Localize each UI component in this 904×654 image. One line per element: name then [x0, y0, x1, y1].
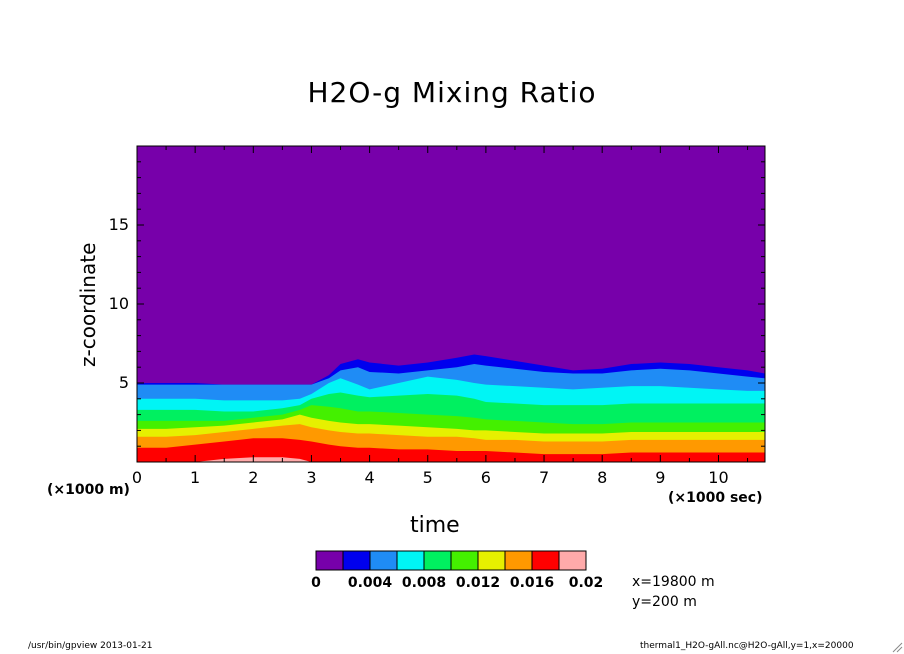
band-9 [137, 457, 765, 462]
chart-title: H2O-g Mixing Ratio [307, 76, 597, 109]
x-tick-label: 3 [306, 468, 317, 487]
colorbar-swatch [558, 550, 587, 571]
x-tick-label: 8 [597, 468, 608, 487]
y-tick-label: 5 [118, 373, 129, 392]
colorbar-tick-label: 0.016 [509, 575, 555, 591]
x-axis-label: time [410, 513, 460, 538]
x-tick-label: 6 [480, 468, 491, 487]
x-tick-label: 2 [248, 468, 259, 487]
x-tick-label: 10 [708, 468, 729, 487]
x-tick-label: 4 [364, 468, 375, 487]
colorbar-tick-label: 0.02 [568, 575, 604, 591]
footer-right: thermal1_H2O-gAll.nc@H2O-gAll,y=1,x=2000… [640, 641, 854, 651]
x-tick-label: 9 [655, 468, 666, 487]
colorbar-swatch [531, 550, 560, 571]
band-8 [137, 438, 765, 462]
y-tick-label: 10 [108, 294, 129, 313]
x-tick-label: 5 [422, 468, 433, 487]
colorbar-tick-label: 0.008 [401, 575, 447, 591]
colorbar-swatch [315, 550, 344, 571]
footer-left: /usr/bin/gpview 2013-01-21 [28, 641, 153, 651]
colorbar-swatch [369, 550, 398, 571]
colorbar-swatch [396, 550, 425, 571]
y-location-note: y=200 m [632, 594, 697, 610]
y-tick-label: 15 [108, 215, 129, 234]
resize-grip-icon [892, 642, 903, 653]
x-axis-unit-note: (×1000 sec) [668, 490, 763, 506]
colorbar-tick-label: 0.004 [347, 575, 393, 591]
colorbar [315, 550, 587, 571]
colorbar-swatch [423, 550, 452, 571]
x-tick-label: 1 [190, 468, 201, 487]
colorbar-tick-label: 0.012 [455, 575, 501, 591]
y-axis-unit-note: (×1000 m) [47, 482, 130, 498]
colorbar-tick-label: 0 [311, 575, 321, 591]
x-tick-label: 7 [538, 468, 550, 487]
colorbar-swatch [342, 550, 371, 571]
colorbar-swatch [477, 550, 506, 571]
y-axis-label: z-coordinate [76, 242, 100, 367]
x-location-note: x=19800 m [632, 574, 715, 590]
contour-fill-layer [137, 146, 765, 462]
x-tick-label: 0 [131, 468, 143, 487]
colorbar-swatch [450, 550, 479, 571]
colorbar-swatch [504, 550, 533, 571]
axis-ticks [136, 146, 765, 462]
